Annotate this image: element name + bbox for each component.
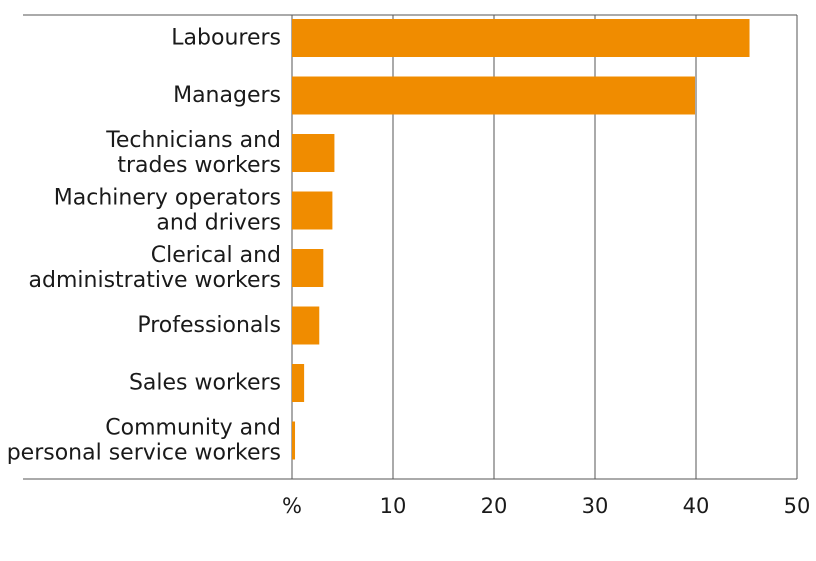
category-label: trades workers bbox=[117, 153, 281, 178]
x-tick-label: 10 bbox=[380, 494, 407, 518]
x-tick-label: 30 bbox=[582, 494, 609, 518]
category-label: Sales workers bbox=[129, 371, 281, 396]
category-label: Professionals bbox=[137, 313, 281, 338]
x-tick-label: 50 bbox=[784, 494, 811, 518]
bar bbox=[292, 134, 335, 172]
bar bbox=[292, 76, 695, 115]
bar bbox=[292, 421, 296, 460]
category-label: and drivers bbox=[156, 211, 281, 236]
axes bbox=[23, 14, 797, 480]
category-label: Community and bbox=[105, 416, 281, 441]
category-label: Labourers bbox=[171, 26, 281, 51]
category-label: Machinery operators bbox=[54, 186, 281, 211]
bar bbox=[292, 19, 750, 57]
bar bbox=[292, 306, 320, 345]
category-label: administrative workers bbox=[29, 268, 281, 293]
x-tick-labels: % 10 20 30 40 50 bbox=[282, 494, 810, 518]
bars bbox=[292, 19, 750, 460]
bar bbox=[292, 249, 324, 287]
x-tick-label: 40 bbox=[683, 494, 710, 518]
category-label: Managers bbox=[173, 83, 281, 108]
category-label: Clerical and bbox=[151, 243, 281, 268]
category-label: Technicians and bbox=[105, 128, 281, 153]
category-label: personal service workers bbox=[7, 441, 281, 466]
x-tick-label: 20 bbox=[481, 494, 508, 518]
bar bbox=[292, 191, 333, 230]
bar bbox=[292, 364, 305, 402]
x-tick-label: % bbox=[282, 494, 302, 518]
